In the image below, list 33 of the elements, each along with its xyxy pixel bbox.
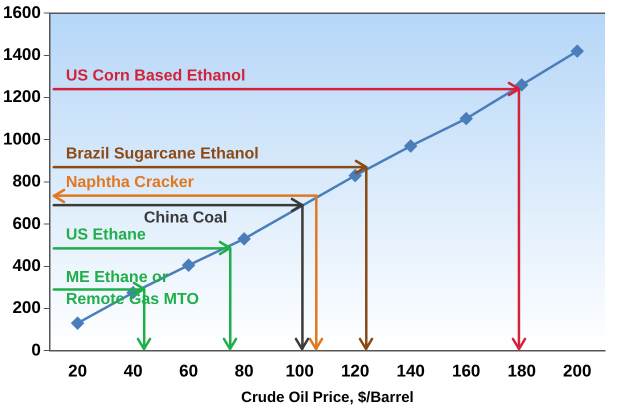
y-tick-label: 1600 <box>2 2 41 22</box>
x-tick-label: 160 <box>452 361 480 380</box>
point <box>71 316 84 330</box>
ref-line-label: US Ethane <box>66 226 146 244</box>
point <box>404 140 417 152</box>
x-tick-label: 20 <box>68 361 88 380</box>
point <box>460 112 472 125</box>
x-tick-label: 140 <box>396 361 425 380</box>
point <box>570 44 584 58</box>
y-tick-label: 0 <box>31 340 41 360</box>
point <box>238 232 250 246</box>
y-tick-label: 800 <box>12 172 41 191</box>
y-tick-label: 1200 <box>2 87 41 106</box>
y-tick-label: 1000 <box>2 129 41 148</box>
y-tick-label: 400 <box>12 256 41 275</box>
x-tick-label: 80 <box>234 361 254 380</box>
point <box>515 78 528 92</box>
y-tick-label: 200 <box>12 298 41 318</box>
x-tick-label: 200 <box>563 361 592 380</box>
x-tick-label: 60 <box>179 361 198 380</box>
ref-line-label: Naphtha Cracker <box>66 174 194 192</box>
y-tick-label: 600 <box>12 214 41 233</box>
x-tick-label: 100 <box>285 361 314 380</box>
x-tick-label: 120 <box>340 361 370 380</box>
y-tick-label: 1400 <box>2 45 41 64</box>
point <box>348 169 362 182</box>
point <box>182 258 195 272</box>
x-axis-title: Crude Oil Price, $/Barrel <box>241 389 414 406</box>
ref-line-label: China Coal <box>144 210 228 227</box>
ref-line-label: US Corn Based Ethanol <box>66 68 246 85</box>
x-tick-label: 40 <box>124 361 143 380</box>
x-tick-label: 180 <box>508 361 536 380</box>
ref-line-label: Brazil Sugarcane Ethanol <box>66 146 259 163</box>
